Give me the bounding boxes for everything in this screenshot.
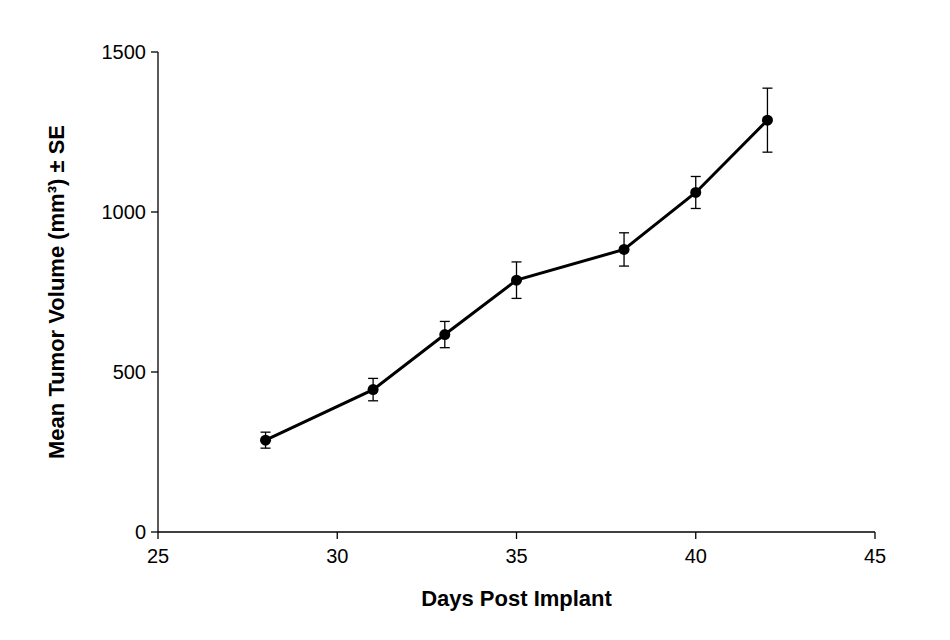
error-cap	[762, 152, 772, 153]
x-axis-label: Days Post Implant	[421, 586, 612, 611]
y-axis	[157, 52, 158, 532]
x-tick-label: 40	[685, 545, 707, 567]
error-cap	[619, 265, 629, 266]
y-tick	[151, 211, 158, 212]
error-cap	[512, 261, 522, 262]
chart: 25 30 35 40 45 0 500 1000 1500 Days Post Implant M…	[0, 0, 950, 640]
error-cap	[261, 448, 271, 449]
x-tick-label: 30	[326, 545, 348, 567]
data-point	[619, 244, 630, 255]
x-tick	[516, 532, 517, 539]
error-bar	[691, 176, 701, 208]
x-tick	[157, 532, 158, 539]
error-bar	[619, 233, 629, 266]
x-tick	[695, 532, 696, 539]
data-point	[439, 329, 450, 340]
y-tick	[151, 531, 158, 532]
y-tick-label: 500	[113, 361, 146, 383]
error-bar	[368, 378, 378, 400]
data-point	[511, 275, 522, 286]
error-cap	[691, 208, 701, 209]
y-tick-label: 1500	[102, 41, 147, 63]
x-tick	[337, 532, 338, 539]
error-cap	[368, 378, 378, 379]
error-cap	[762, 88, 772, 89]
y-tick	[151, 371, 158, 372]
data-point	[260, 435, 271, 446]
chart-svg: 25 30 35 40 45 0 500 1000 1500 Days Post Implant M…	[0, 0, 950, 640]
x-tick-label: 25	[147, 545, 169, 567]
error-bar	[440, 321, 450, 347]
error-cap	[619, 232, 629, 233]
error-cap	[368, 400, 378, 401]
error-bar	[762, 88, 772, 152]
error-cap	[440, 347, 450, 348]
plot-area	[260, 88, 773, 448]
y-tick-label: 0	[135, 521, 146, 543]
data-point	[368, 384, 379, 395]
x-tick	[874, 532, 875, 539]
error-cap	[440, 321, 450, 322]
data-line	[266, 120, 768, 440]
error-cap	[512, 298, 522, 299]
y-axis-label: Mean Tumor Volume (mm³) ± SE	[44, 125, 69, 459]
x-tick-label: 35	[505, 545, 527, 567]
error-cap	[691, 176, 701, 177]
x-tick-label: 45	[864, 545, 886, 567]
error-cap	[261, 432, 271, 433]
data-point	[690, 187, 701, 198]
data-point	[762, 115, 773, 126]
y-tick	[151, 51, 158, 52]
y-tick-label: 1000	[102, 201, 147, 223]
error-bar	[512, 262, 522, 298]
error-bar	[261, 432, 271, 448]
